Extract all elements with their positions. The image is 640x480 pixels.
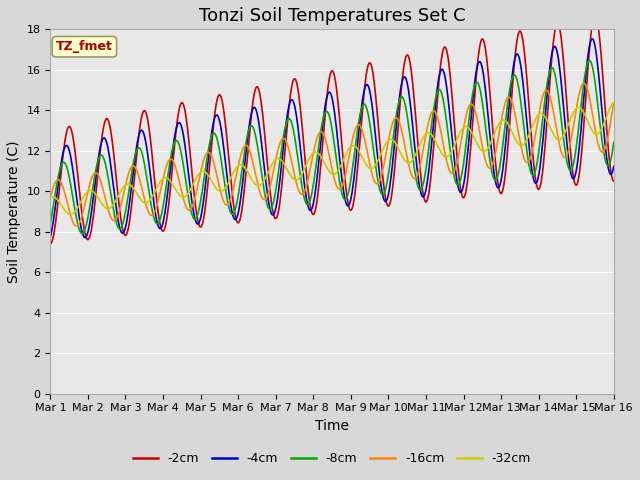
- -2cm: [591, 12, 599, 18]
- -2cm: [417, 175, 425, 181]
- -8cm: [586, 58, 593, 63]
- -16cm: [72, 223, 80, 229]
- -16cm: [202, 151, 210, 156]
- -16cm: [401, 145, 409, 151]
- -8cm: [610, 140, 618, 145]
- -4cm: [57, 164, 65, 170]
- Line: -8cm: -8cm: [51, 60, 614, 234]
- Legend: -2cm, -4cm, -8cm, -16cm, -32cm: -2cm, -4cm, -8cm, -16cm, -32cm: [128, 447, 536, 470]
- -2cm: [401, 60, 408, 65]
- -4cm: [589, 36, 596, 42]
- -8cm: [79, 231, 86, 237]
- -8cm: [418, 185, 426, 191]
- -32cm: [401, 158, 409, 164]
- -4cm: [401, 74, 409, 80]
- -16cm: [115, 208, 123, 214]
- -16cm: [418, 155, 426, 160]
- -32cm: [57, 201, 65, 207]
- -8cm: [173, 138, 180, 144]
- Line: -2cm: -2cm: [51, 15, 614, 244]
- -2cm: [202, 203, 209, 209]
- -8cm: [202, 160, 210, 166]
- -4cm: [173, 125, 180, 131]
- Line: -4cm: -4cm: [51, 39, 614, 238]
- Line: -32cm: -32cm: [51, 102, 614, 215]
- Y-axis label: Soil Temperature (C): Soil Temperature (C): [7, 140, 21, 283]
- -16cm: [173, 168, 180, 173]
- -16cm: [57, 179, 65, 184]
- -32cm: [202, 170, 210, 176]
- -8cm: [401, 102, 409, 108]
- -2cm: [115, 197, 122, 203]
- -8cm: [115, 226, 123, 231]
- -2cm: [610, 178, 618, 184]
- Title: Tonzi Soil Temperatures Set C: Tonzi Soil Temperatures Set C: [199, 7, 465, 25]
- Line: -16cm: -16cm: [51, 84, 614, 226]
- -16cm: [47, 195, 54, 201]
- -32cm: [173, 188, 180, 194]
- -2cm: [172, 131, 180, 137]
- -32cm: [610, 99, 618, 105]
- -2cm: [47, 241, 54, 247]
- -16cm: [580, 81, 588, 86]
- -32cm: [115, 191, 123, 197]
- -32cm: [47, 195, 54, 201]
- -4cm: [115, 223, 123, 229]
- -4cm: [202, 175, 210, 180]
- -4cm: [418, 192, 426, 198]
- X-axis label: Time: Time: [315, 419, 349, 433]
- -4cm: [610, 164, 618, 169]
- -8cm: [47, 220, 54, 226]
- -16cm: [610, 100, 618, 106]
- -32cm: [418, 137, 426, 143]
- -32cm: [67, 212, 75, 217]
- -8cm: [57, 165, 65, 170]
- Text: TZ_fmet: TZ_fmet: [56, 40, 113, 53]
- -4cm: [81, 235, 89, 240]
- -2cm: [57, 175, 65, 181]
- -4cm: [47, 234, 54, 240]
